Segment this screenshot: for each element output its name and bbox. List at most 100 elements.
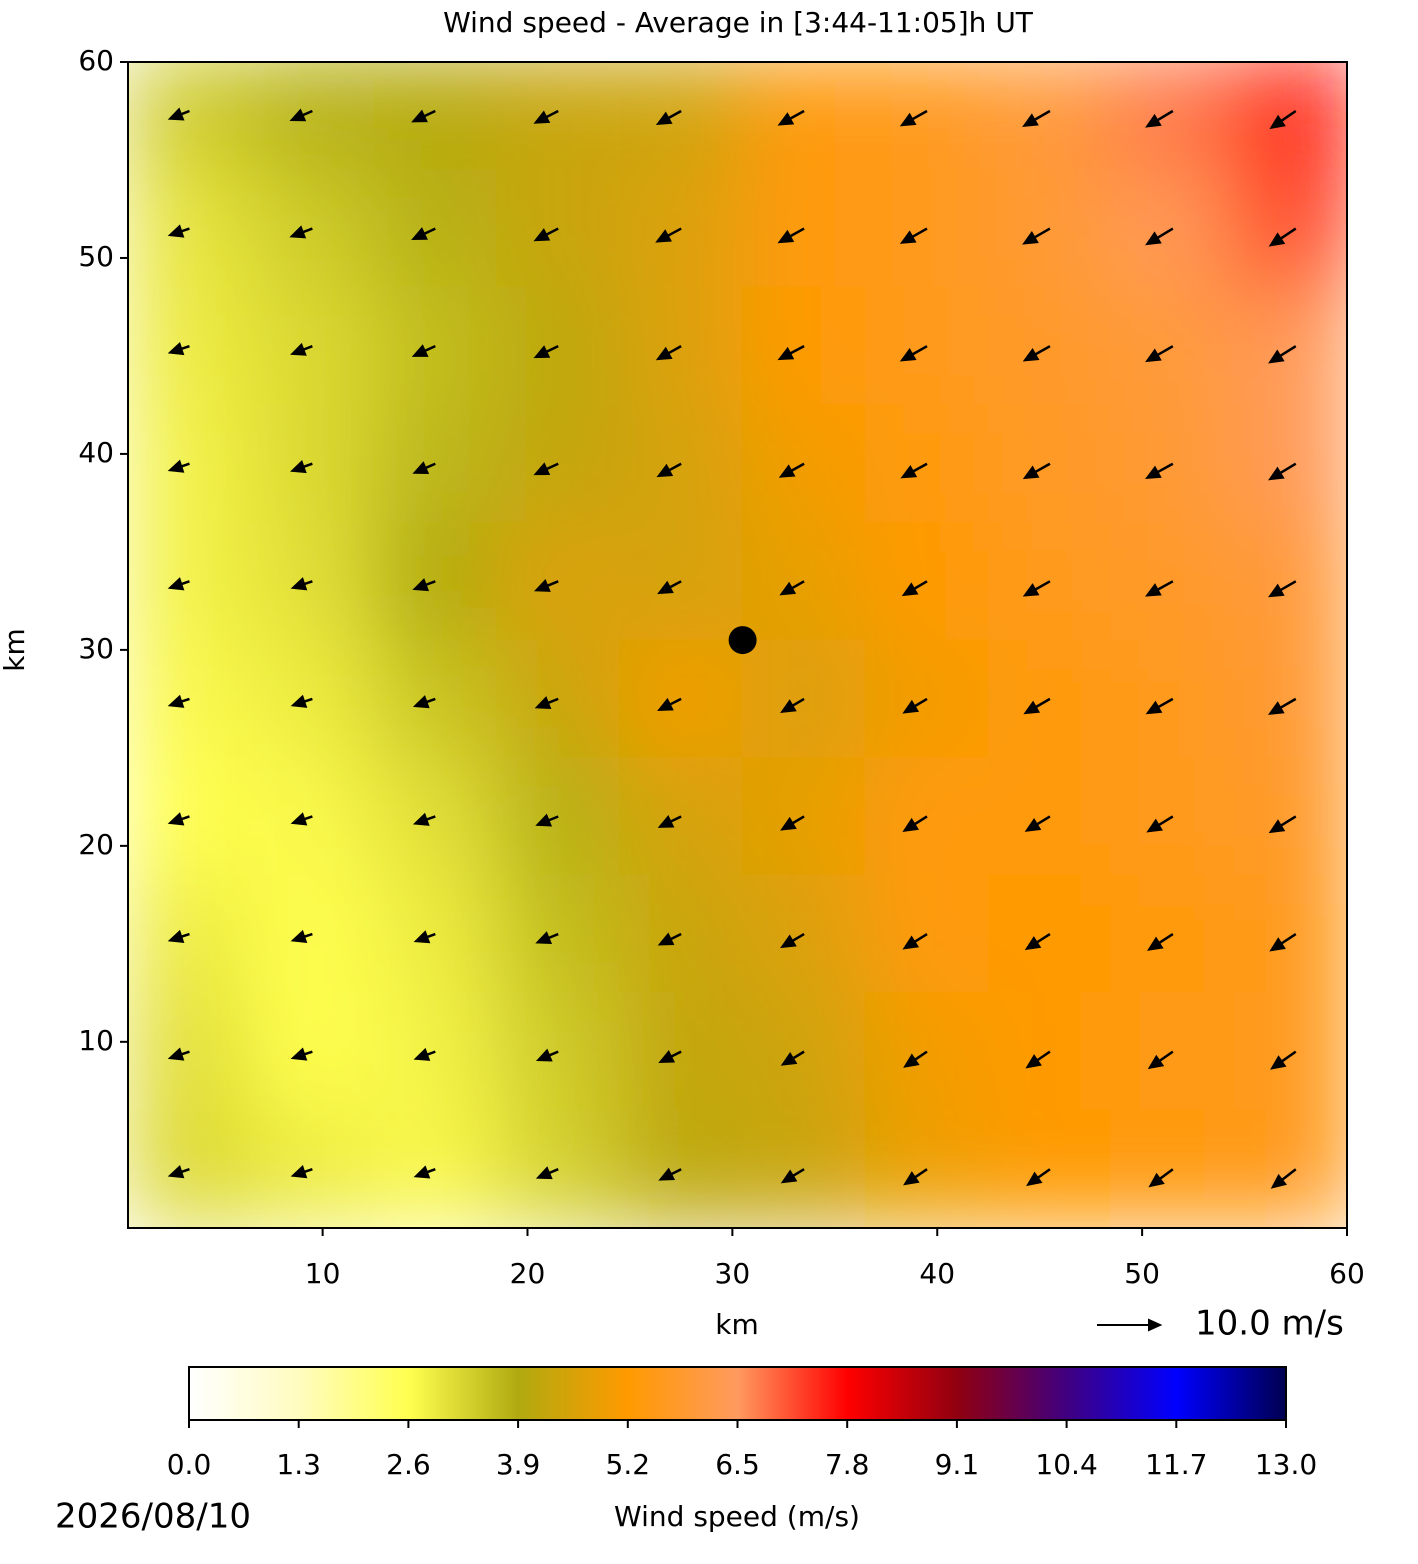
x-axis-label: km bbox=[715, 1308, 759, 1341]
speed-cell bbox=[1233, 639, 1347, 759]
wind-arrow bbox=[779, 580, 805, 596]
wind-arrow bbox=[1022, 462, 1051, 480]
wind-arrow bbox=[1145, 697, 1174, 715]
speed-cell bbox=[987, 757, 1113, 876]
speed-cell bbox=[250, 62, 375, 171]
wind-arrow bbox=[899, 109, 928, 127]
speed-cell bbox=[128, 639, 252, 759]
wind-arrow bbox=[780, 815, 805, 831]
speed-cell bbox=[1233, 62, 1347, 171]
wind-arrow bbox=[167, 929, 190, 944]
wind-arrow bbox=[290, 1165, 313, 1179]
wind-arrow bbox=[1267, 462, 1297, 481]
wind-arrow bbox=[412, 812, 436, 826]
speed-cell bbox=[618, 1109, 744, 1228]
wind-arrow bbox=[1145, 462, 1174, 480]
wind-arrow bbox=[290, 342, 313, 356]
wind-arrow bbox=[411, 109, 436, 123]
speed-cell bbox=[373, 169, 498, 289]
wind-arrow bbox=[1145, 227, 1174, 246]
wind-arrow bbox=[900, 462, 928, 479]
wind-arrow bbox=[655, 345, 682, 361]
colorbar-tick-label: 3.9 bbox=[496, 1448, 541, 1481]
wind-arrow bbox=[535, 813, 559, 827]
x-tick-label: 30 bbox=[715, 1257, 751, 1290]
speed-cell bbox=[618, 169, 744, 289]
speed-cell bbox=[987, 62, 1113, 171]
colorbar-tick-label: 5.2 bbox=[606, 1448, 651, 1481]
wind-arrow bbox=[1269, 1050, 1297, 1070]
wind-arrow bbox=[899, 227, 928, 244]
colorbar-tick-label: 2.6 bbox=[386, 1448, 431, 1481]
speed-cell bbox=[987, 521, 1113, 641]
speed-cell bbox=[128, 521, 252, 641]
wind-arrow bbox=[777, 109, 805, 126]
wind-arrow bbox=[902, 932, 928, 950]
wind-arrow bbox=[167, 812, 190, 826]
wind-arrow bbox=[1023, 697, 1051, 715]
wind-arrow bbox=[412, 695, 436, 709]
speed-cell bbox=[128, 286, 252, 406]
speed-cell bbox=[496, 169, 621, 289]
wind-arrow bbox=[1148, 1168, 1174, 1188]
y-tick-label: 60 bbox=[78, 44, 114, 77]
speed-cell bbox=[1233, 874, 1347, 994]
x-tick-label: 20 bbox=[510, 1257, 546, 1290]
y-tick-label: 50 bbox=[78, 240, 114, 273]
wind-arrow bbox=[167, 459, 190, 473]
plot-frame bbox=[127, 61, 1348, 1229]
wind-arrow bbox=[1270, 1168, 1297, 1189]
speed-cell bbox=[1233, 169, 1347, 289]
wind-arrow bbox=[1269, 933, 1297, 952]
colorbar-tick-label: 9.1 bbox=[935, 1448, 980, 1481]
speed-cell bbox=[987, 169, 1113, 289]
wind-arrow bbox=[780, 1050, 805, 1066]
wind-arrow bbox=[1269, 109, 1297, 130]
wind-arrow bbox=[656, 462, 682, 478]
wind-arrow bbox=[290, 694, 313, 708]
wind-arrow bbox=[1024, 932, 1051, 951]
colorbar-tick-label: 11.7 bbox=[1145, 1448, 1207, 1481]
wind-arrow bbox=[290, 929, 313, 944]
wind-arrow bbox=[778, 462, 805, 478]
wind-arrow bbox=[535, 931, 559, 945]
wind-arrow bbox=[657, 932, 682, 946]
speed-cell bbox=[128, 757, 252, 876]
colorbar-tick-label: 7.8 bbox=[825, 1448, 870, 1481]
wind-arrow bbox=[167, 694, 190, 708]
speed-cell bbox=[987, 404, 1113, 524]
x-tick-label: 60 bbox=[1329, 1257, 1365, 1290]
speed-cell bbox=[1233, 286, 1347, 406]
x-tick-label: 50 bbox=[1124, 1257, 1160, 1290]
speed-cell bbox=[128, 1109, 252, 1228]
speed-cell bbox=[128, 874, 252, 994]
wind-arrow bbox=[780, 1168, 805, 1184]
wind-arrow bbox=[1022, 109, 1051, 127]
colorbar-tick-label: 13.0 bbox=[1255, 1448, 1317, 1481]
wind-arrow bbox=[780, 932, 805, 949]
colorbar bbox=[188, 1366, 1287, 1421]
colorbar-tick-label: 6.5 bbox=[715, 1448, 760, 1481]
speed-cell bbox=[741, 1109, 867, 1228]
wind-arrow bbox=[1145, 580, 1174, 597]
wind-arrow bbox=[535, 1166, 559, 1180]
speed-cell bbox=[373, 62, 498, 171]
wind-arrow bbox=[534, 696, 559, 710]
speed-cell bbox=[1110, 62, 1236, 171]
wind-arrow bbox=[412, 578, 436, 592]
y-tick-label: 10 bbox=[78, 1024, 114, 1057]
x-tick-label: 40 bbox=[919, 1257, 955, 1290]
plot-area bbox=[128, 62, 1347, 1228]
speed-cell bbox=[864, 62, 990, 171]
speed-cell bbox=[987, 1109, 1113, 1228]
wind-arrow bbox=[899, 345, 928, 362]
site-marker bbox=[728, 626, 757, 655]
speed-cell bbox=[864, 169, 990, 289]
speed-cell bbox=[864, 1109, 990, 1228]
speed-cell bbox=[496, 1109, 621, 1228]
speed-cell bbox=[373, 1109, 498, 1228]
wind-arrow bbox=[534, 579, 559, 592]
wind-arrow bbox=[533, 109, 559, 124]
wind-arrow bbox=[1147, 933, 1174, 951]
